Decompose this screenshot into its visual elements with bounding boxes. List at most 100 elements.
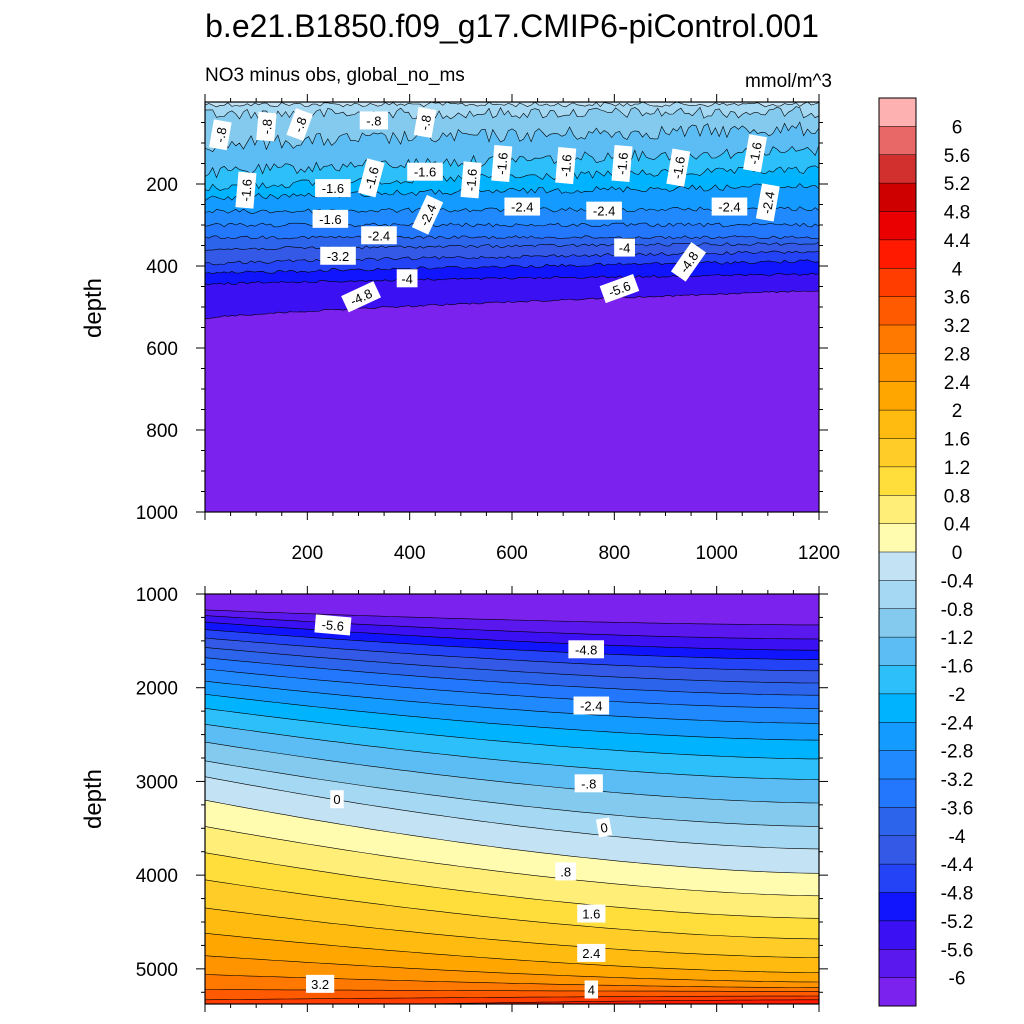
contour-label-box (555, 862, 577, 881)
contour-line (205, 826, 819, 897)
contour-label-text: -1.6 (414, 165, 436, 180)
colorbar-swatch (879, 693, 916, 723)
colorbar-swatch (879, 268, 916, 298)
colorbar-label: 1.6 (944, 430, 970, 451)
contour-line (205, 680, 819, 724)
contour-label-box (577, 904, 606, 923)
contour-line (205, 241, 819, 251)
x-tick-label: 1200 (798, 543, 840, 564)
contour-label-box (312, 209, 349, 228)
contour-label: 0 (595, 817, 613, 838)
colorbar-swatch (879, 864, 916, 894)
contour-label-text: -2.4 (368, 228, 390, 243)
colorbar-label: -3.2 (941, 770, 974, 791)
contour-label: -.8 (256, 111, 277, 142)
contour-label: -1.6 (555, 147, 577, 185)
contour-label-box (320, 246, 356, 265)
colorbar-label: -5.6 (941, 940, 974, 961)
contour-label-box (599, 274, 640, 304)
colorbar-swatch (879, 807, 916, 837)
contour-label-box (586, 201, 622, 220)
contour-label-text: -4 (619, 241, 631, 256)
contour-label-box (341, 281, 381, 313)
contour-line (205, 145, 819, 179)
contour-label-box (396, 269, 418, 288)
colorbar-label: -4 (949, 827, 966, 848)
contour-label: -1.6 (460, 161, 482, 199)
colorbar: 6 5.6 5.2 4.8 4.4 4 3.6 3.2 2.8 2.4 2 1.6 1.2 0.8 0.4 0… (878, 97, 974, 1007)
x-tick-label: 800 (598, 543, 630, 564)
contour-label: -2.4 (504, 197, 541, 216)
contour-line (205, 621, 819, 651)
colorbar-label: -5.2 (941, 912, 974, 933)
contour-label-text: -1.6 (238, 178, 255, 202)
contour-line (205, 932, 819, 973)
colorbar-label: 4.4 (944, 231, 971, 252)
contour-label: -4 (396, 269, 418, 288)
contour-label-box (413, 107, 437, 138)
colorbar-label: -6 (949, 969, 966, 990)
contour-label: -3.2 (320, 246, 356, 265)
colorbar-swatch (879, 750, 916, 780)
contour-label: -5.6 (314, 614, 352, 636)
contour-label: 0 (330, 790, 344, 809)
colorbar-label: 2 (952, 401, 963, 422)
contour-label: -.8 (574, 774, 603, 793)
contour-line (205, 852, 819, 919)
colorbar-label: 4.8 (944, 203, 970, 224)
colorbar-swatch (879, 665, 916, 695)
y-tick-label: 600 (146, 339, 178, 360)
contour-label-box (568, 640, 604, 659)
contour-line (404, 999, 819, 1004)
contour-label-box (574, 774, 603, 793)
contour-label: -.8 (413, 107, 437, 138)
contour-label-box (504, 197, 541, 216)
contour-label-box (743, 134, 767, 173)
colorbar-swatch (879, 239, 916, 269)
contour-label-text: .8 (560, 864, 571, 879)
contour-line (205, 629, 819, 660)
contour-line (205, 250, 819, 266)
colorbar-swatch (879, 438, 916, 468)
contour-label-box (670, 242, 707, 282)
colorbar-swatch (879, 637, 916, 667)
contour-label-text: -2.4 (580, 699, 602, 714)
contour-label-box (314, 614, 352, 636)
contour-label-text: -1.6 (322, 181, 344, 196)
contour-label-text: -1.6 (494, 152, 511, 176)
contour-label-text: -2.4 (759, 190, 778, 215)
colorbar-swatch (879, 580, 916, 610)
contour-label: -1.6 (666, 148, 691, 187)
colorbar-swatch (879, 920, 916, 950)
contour-label-text: 1.6 (582, 907, 600, 922)
contour-label-text: -1.6 (463, 168, 480, 192)
contour-label-text: 0 (333, 792, 340, 807)
contour-line (205, 290, 819, 319)
colorbar-swatch (879, 183, 916, 213)
contour-label-text: -.8 (366, 113, 381, 128)
contour-line (205, 694, 819, 741)
contour-label-text: -.8 (259, 118, 275, 134)
contour-label-text: -.8 (581, 776, 596, 791)
chart-title: b.e21.B1850.f09_g17.CMIP6-piControl.001 (205, 8, 819, 44)
contour-label-text: -4 (401, 271, 413, 286)
colorbar-swatch (879, 325, 916, 354)
contour-label: -1.6 (315, 179, 351, 198)
contour-label: -1.6 (235, 171, 257, 209)
x-tick-label: 200 (291, 543, 323, 564)
colorbar-swatch (879, 466, 916, 496)
colorbar-label: -0.4 (941, 571, 974, 592)
contour-label-text: -2.4 (593, 204, 615, 219)
contour-label-text: -2.4 (511, 200, 533, 215)
contour-label: -.8 (286, 108, 313, 141)
contour-label-box (359, 111, 388, 130)
colorbar-label: -4.4 (941, 855, 974, 876)
contour-line (205, 657, 819, 696)
contour-label: 1.6 (577, 904, 606, 923)
contour-label-text: -1.6 (319, 212, 341, 227)
contour-label: .8 (555, 862, 577, 881)
contour-label-box (361, 226, 397, 245)
contour-label-text: -.8 (290, 115, 309, 134)
contour-label-text: 4 (588, 982, 595, 997)
colorbar-swatch (879, 98, 916, 127)
